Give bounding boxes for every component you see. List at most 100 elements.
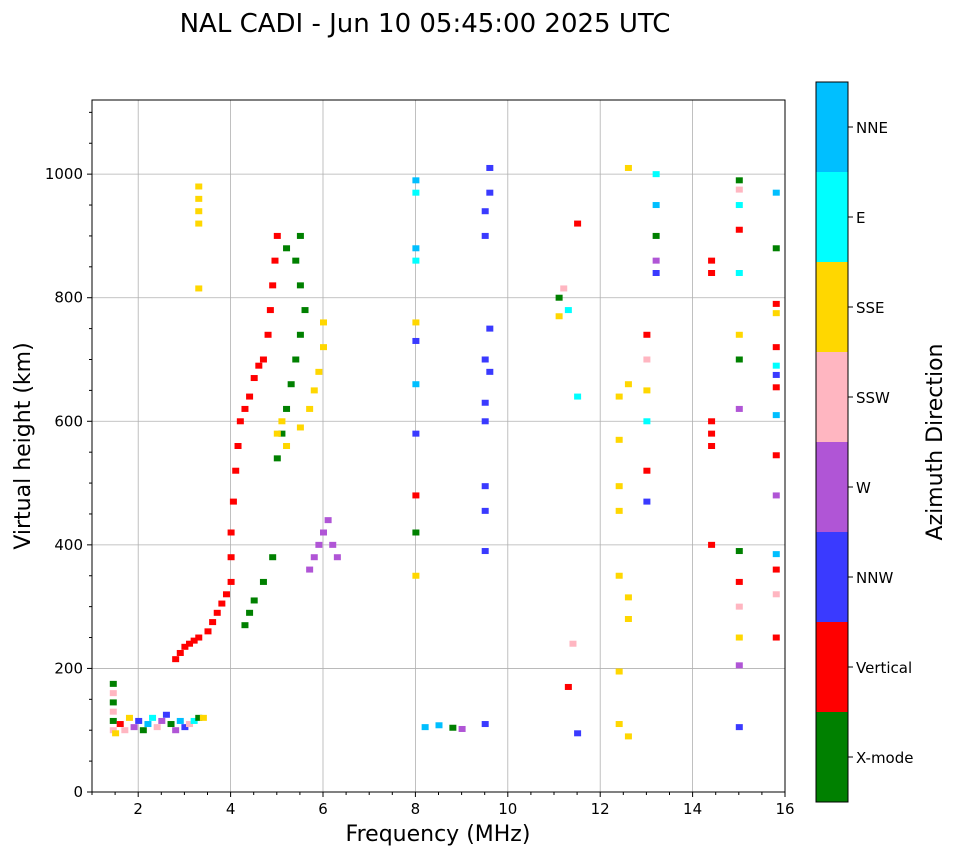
echo-point — [615, 393, 623, 400]
echo-point — [320, 529, 327, 536]
echo-point — [158, 717, 166, 724]
echo-point — [109, 699, 117, 706]
echo-point — [241, 405, 249, 412]
echo-point — [250, 375, 258, 382]
echo-point — [306, 405, 314, 412]
echo-point — [109, 727, 117, 734]
echo-point — [560, 285, 568, 292]
echo-point — [412, 529, 420, 536]
echo-point — [486, 325, 494, 332]
x-tick-label: 6 — [318, 800, 328, 818]
echo-point — [735, 356, 743, 363]
echo-point — [708, 418, 716, 425]
echo-point — [643, 467, 651, 474]
echo-point — [181, 643, 189, 650]
echo-point — [735, 405, 743, 412]
echo-point — [186, 640, 194, 647]
echo-point — [310, 387, 318, 394]
echo-point — [315, 368, 323, 375]
echo-point — [555, 313, 563, 320]
echo-point — [266, 307, 274, 314]
echo-point — [652, 171, 660, 178]
echo-point — [259, 578, 267, 585]
echo-point — [564, 307, 572, 314]
echo-point — [292, 356, 300, 363]
echo-point — [643, 418, 651, 425]
echo-point — [481, 356, 489, 363]
echo-point — [481, 721, 489, 728]
colorbar-segment — [816, 622, 848, 712]
echo-point — [486, 164, 494, 171]
echo-point — [412, 189, 420, 196]
echo-point — [772, 412, 780, 419]
x-tick-label: 16 — [775, 800, 794, 818]
colorbar-label-ssw: SSW — [856, 389, 890, 407]
x-tick-label: 10 — [498, 800, 517, 818]
echo-point — [412, 319, 420, 326]
x-axis-label: Frequency (MHz) — [346, 822, 531, 847]
echo-point — [195, 183, 203, 190]
echo-point — [227, 529, 235, 536]
echo-point — [306, 566, 314, 573]
echo-point — [772, 300, 780, 307]
echo-point — [227, 554, 235, 561]
x-tick-label: 8 — [411, 800, 421, 818]
echo-point — [652, 232, 660, 239]
echo-point — [624, 594, 632, 601]
echo-point — [772, 551, 780, 558]
echo-point — [772, 634, 780, 641]
echo-point — [735, 724, 743, 731]
colorbar-segment — [816, 172, 848, 262]
echo-point — [412, 381, 420, 388]
y-axis-label: Virtual height (km) — [11, 342, 36, 549]
echo-point — [283, 405, 291, 412]
echo-point — [569, 640, 577, 647]
echo-point — [172, 656, 180, 663]
echo-point — [481, 548, 489, 555]
colorbar-label-nne: NNE — [856, 119, 888, 137]
echo-point — [255, 362, 263, 369]
colorbar-label-w: W — [856, 479, 871, 497]
echo-point — [218, 600, 226, 607]
echo-point — [735, 226, 743, 233]
echo-point — [199, 714, 207, 721]
echo-point — [273, 232, 281, 239]
echo-point — [708, 541, 716, 548]
colorbar-frame — [815, 81, 849, 803]
echo-point — [250, 597, 258, 604]
echo-point — [278, 418, 286, 425]
echo-point — [481, 507, 489, 514]
plot-area: 2 4 6 8 10 12 14 16 0 200 400 600 800 1000 — [45, 99, 795, 818]
echo-point — [772, 566, 780, 573]
echo-point — [167, 721, 175, 728]
echo-point — [144, 721, 152, 728]
echo-point — [772, 362, 780, 369]
echo-point — [772, 344, 780, 351]
echo-point — [333, 554, 341, 561]
echo-point — [278, 430, 286, 437]
x-axis-ticks: 2 4 6 8 10 12 14 16 — [91, 792, 795, 818]
echo-point — [735, 331, 743, 338]
echo-point — [564, 683, 572, 690]
echo-point — [195, 208, 203, 215]
echo-point — [652, 270, 660, 276]
echo-point — [186, 721, 194, 728]
echo-point — [624, 164, 632, 171]
echo-point — [209, 619, 217, 626]
colorbar-label-vertical: Vertical — [856, 659, 912, 677]
grid — [92, 100, 785, 792]
echo-point — [772, 452, 780, 459]
echo-point — [246, 609, 254, 616]
echo-point — [772, 189, 780, 196]
echo-point — [236, 418, 244, 425]
colorbar-segment — [816, 82, 848, 172]
echo-point — [172, 727, 180, 734]
echo-point — [615, 436, 623, 443]
echo-point — [652, 202, 660, 209]
colorbar-segment — [816, 352, 848, 442]
echo-point — [735, 202, 743, 209]
echo-point — [222, 591, 230, 598]
echo-point — [264, 331, 272, 338]
echo-point — [273, 455, 281, 462]
